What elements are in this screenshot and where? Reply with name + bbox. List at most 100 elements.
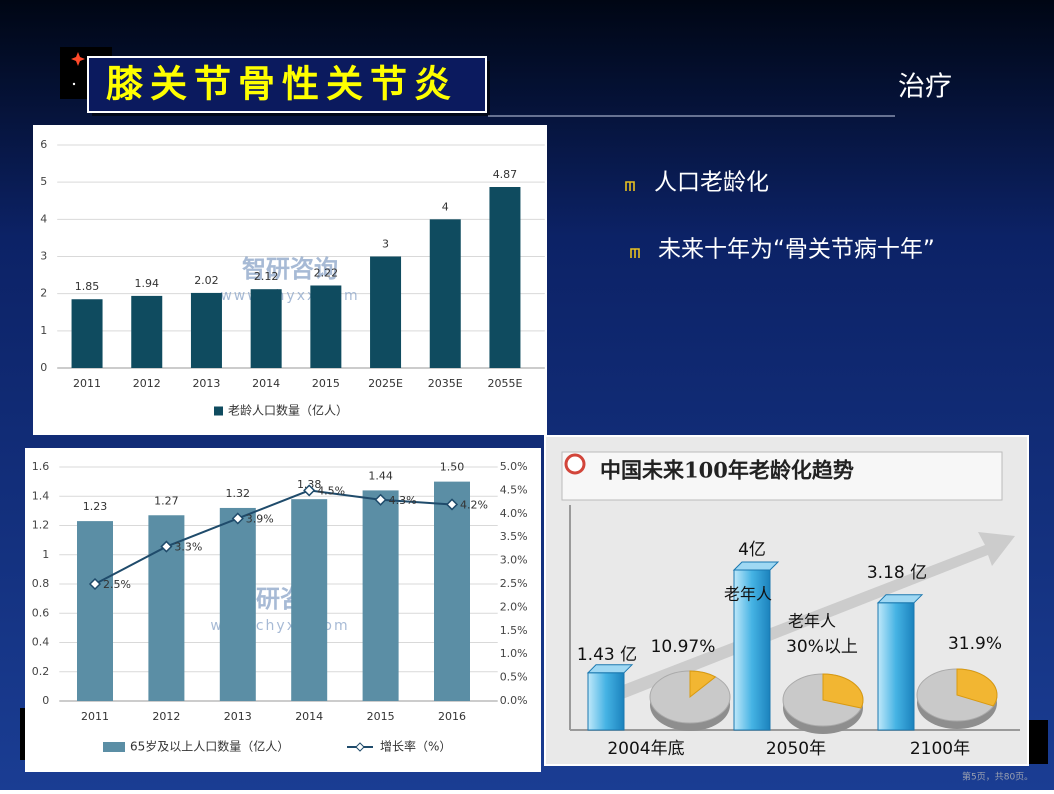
- bar: [587, 672, 625, 731]
- bar: [71, 299, 103, 368]
- pie-slice: [689, 670, 717, 699]
- y2-tick-label: 3.5%: [500, 530, 528, 543]
- value-label: 1.44: [368, 469, 393, 482]
- pie-slice: [956, 668, 998, 707]
- line-marker: [160, 540, 173, 553]
- line-marker: [88, 577, 102, 591]
- legend-label: 老龄人口数量（亿人）: [228, 403, 348, 418]
- y-tick-label: 0: [42, 694, 49, 707]
- x-tick-label: 2050年: [766, 739, 826, 759]
- trend-arrow: [610, 532, 1015, 702]
- value-label: 4亿: [738, 540, 766, 560]
- heading: 治疗: [898, 72, 952, 103]
- page-number: 第5页，共80页。: [962, 771, 1033, 783]
- legend-label: 65岁及以上人口数量（亿人）: [130, 739, 289, 754]
- x-tick-label: 2011: [81, 710, 109, 723]
- x-tick-label: 2014: [295, 710, 323, 723]
- value-label: 2.5%: [103, 578, 131, 591]
- x-tick-label: 2025E: [368, 377, 403, 390]
- bar: [77, 521, 113, 701]
- x-tick-label: 2013: [224, 710, 252, 723]
- bullet-icon: [630, 248, 640, 258]
- bar: [489, 186, 521, 368]
- line: [94, 489, 453, 585]
- y-tick-label: 0.4: [32, 636, 50, 649]
- line-marker: [445, 498, 459, 511]
- watermark: 智研咨询: [242, 255, 338, 283]
- y-tick-label: 1: [40, 324, 47, 337]
- bar-top: [732, 561, 780, 571]
- bullet: 人口老龄化: [654, 170, 769, 196]
- value-label: 3.18 亿: [867, 563, 927, 583]
- value-label: 4.5%: [317, 484, 345, 497]
- y2-tick-label: 0.0%: [500, 694, 528, 707]
- bar: [190, 292, 222, 368]
- y2-tick-label: 3.0%: [500, 554, 528, 567]
- value-label: 1.43 亿: [577, 645, 637, 665]
- annotation: 老年人: [724, 585, 772, 604]
- y2-tick-label: 2.5%: [500, 577, 528, 590]
- value-label: 4: [442, 200, 449, 213]
- title-banner: [561, 451, 1003, 501]
- star: [71, 52, 85, 66]
- x-tick-label: 2012: [133, 377, 161, 390]
- x-tick-label: 2035E: [428, 377, 463, 390]
- y-tick-label: 1.4: [32, 489, 50, 502]
- y2-tick-label: 1.0%: [500, 647, 528, 660]
- y2-tick-label: 5.0%: [500, 460, 528, 473]
- bar: [219, 507, 256, 701]
- y-tick-label: 0.2: [32, 665, 50, 678]
- bar: [250, 289, 282, 368]
- chart-panel: [33, 125, 547, 435]
- pie-slice: [822, 673, 864, 709]
- x-tick-label: 2055E: [487, 377, 522, 390]
- y-tick-label: 2: [40, 287, 47, 300]
- bar: [434, 481, 470, 701]
- bar: [291, 499, 328, 701]
- value-label: 2.22: [314, 266, 339, 279]
- value-label: 1.27: [154, 494, 179, 507]
- bar: [370, 256, 402, 368]
- annotation: 老年人: [788, 612, 836, 631]
- bar: [310, 285, 342, 368]
- y2-tick-label: 2.0%: [500, 600, 528, 613]
- x-tick-label: 2015: [367, 710, 395, 723]
- value-label: 3.9%: [246, 512, 274, 525]
- x-tick-label: 2100年: [910, 739, 970, 759]
- value-label: 4.3%: [389, 494, 417, 507]
- y-tick-label: 3: [40, 250, 47, 263]
- y-tick-label: 0.8: [32, 577, 50, 590]
- x-tick-label: 2015: [312, 377, 340, 390]
- title-icon: [564, 453, 586, 475]
- bar: [733, 569, 771, 731]
- line-marker: [303, 484, 316, 497]
- y2-tick-label: 1.5%: [500, 624, 528, 637]
- bullet: 未来十年为“骨关节病十年”: [658, 237, 935, 263]
- legend-swatch: [355, 742, 365, 752]
- value-label: 1.94: [135, 277, 160, 290]
- y2-tick-label: 4.5%: [500, 483, 528, 496]
- value-label: 3.3%: [174, 541, 202, 554]
- legend-label: 增长率（%）: [380, 739, 451, 754]
- chart-title: 中国未来100年老龄化趋势: [600, 458, 854, 483]
- y-tick-label: 6: [40, 138, 47, 151]
- x-tick-label: 2012: [152, 710, 180, 723]
- bar-top: [586, 664, 634, 674]
- value-label: 1.85: [75, 280, 100, 293]
- value-label: 1.23: [83, 500, 108, 513]
- value-label: 2.02: [194, 274, 219, 287]
- x-tick-label: 2011: [73, 377, 101, 390]
- y-tick-label: 1.2: [32, 519, 50, 532]
- x-tick-label: 2016: [438, 710, 466, 723]
- bullet-icon: [625, 181, 635, 191]
- pie-label: 10.97%: [651, 637, 716, 657]
- y-tick-label: 1.6: [32, 460, 50, 473]
- bar: [877, 602, 915, 731]
- value-label: 3: [382, 238, 389, 251]
- y2-tick-label: 4.0%: [500, 507, 528, 520]
- slide-title: 膝关节骨性关节炎: [106, 63, 458, 106]
- x-tick-label: 2013: [192, 377, 220, 390]
- bar: [362, 490, 399, 701]
